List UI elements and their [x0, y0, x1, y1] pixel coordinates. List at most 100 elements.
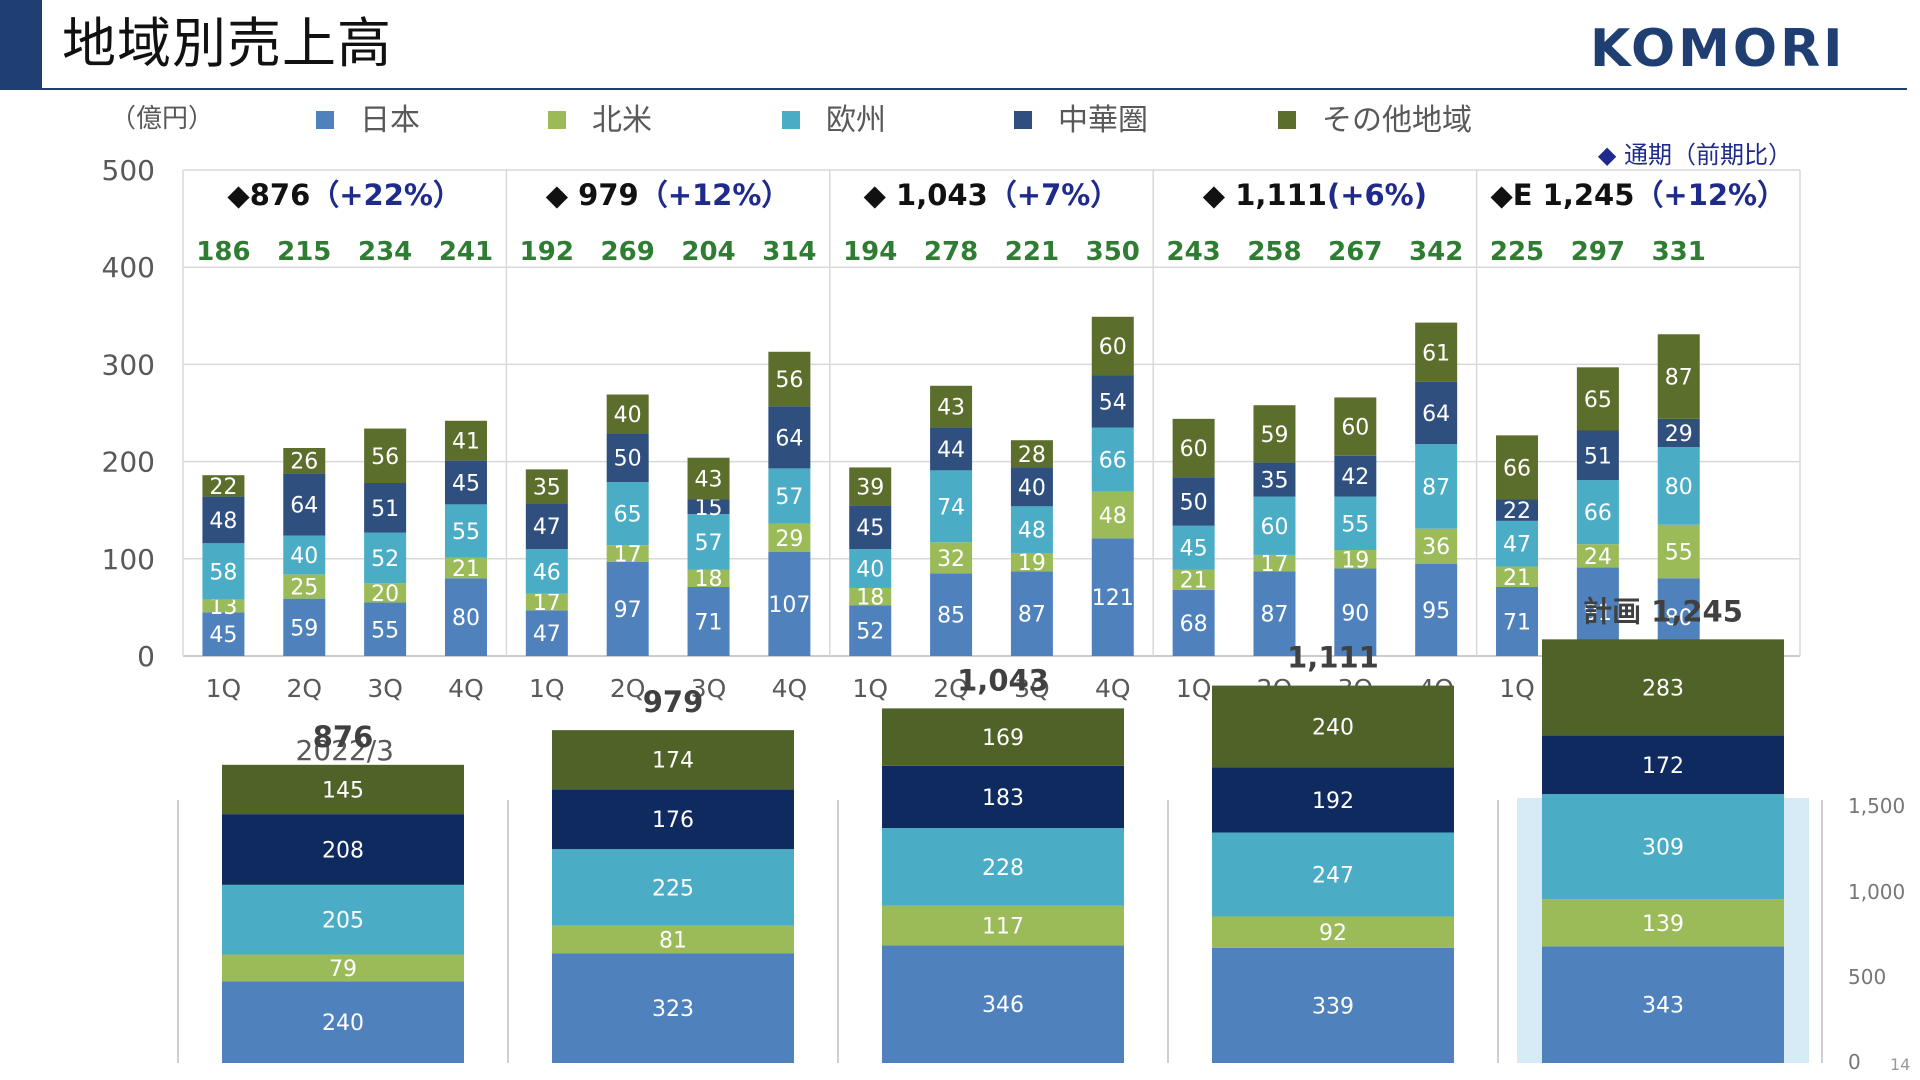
bar-segment	[364, 428, 407, 483]
komori-logo: KOMORI	[1590, 19, 1846, 79]
year-summary: ◆876（+22%）	[227, 178, 462, 212]
annual-tick-label: 1,500	[1848, 794, 1905, 818]
y-tick-label: 500	[102, 154, 155, 187]
annual-bar-segment	[882, 945, 1124, 1063]
annual-total-label: 計画 1,245	[1583, 594, 1743, 628]
segment-label: 47	[1503, 533, 1531, 558]
segment-label: 48	[1099, 504, 1127, 529]
bar-segment	[768, 523, 811, 552]
quarter-total: 204	[681, 237, 735, 267]
quarter-total: 241	[439, 237, 493, 267]
year-summary: ◆ 1,043（+7%）	[864, 178, 1120, 212]
bar-segment	[1172, 477, 1215, 526]
quarter-label: 2Q	[610, 674, 646, 703]
annual-tick-label: 0	[1848, 1050, 1861, 1074]
annual-segment-label: 172	[1642, 754, 1684, 779]
segment-label: 40	[614, 403, 642, 428]
y-tick-label: 0	[137, 640, 155, 673]
annual-bar-segment	[1542, 794, 1784, 900]
segment-label: 64	[775, 426, 803, 451]
legend-label: 日本	[360, 103, 420, 138]
annual-total-label: 1,111	[1287, 641, 1379, 675]
bar-segment	[1496, 435, 1539, 500]
bar-segment	[1415, 563, 1458, 656]
legend-label: その他地域	[1322, 103, 1472, 138]
segment-label: 80	[1665, 475, 1693, 500]
annual-bar-segment	[222, 981, 464, 1063]
bar-segment	[606, 433, 649, 483]
bar-segment	[1415, 322, 1458, 382]
segment-label: 45	[1180, 537, 1208, 562]
annual-segment-label: 283	[1642, 676, 1684, 701]
y-tick-label: 100	[102, 543, 155, 576]
bar-segment	[849, 549, 892, 588]
annual-bar-segment	[1542, 735, 1784, 795]
bar-segment	[1253, 462, 1296, 497]
segment-label: 29	[775, 527, 803, 552]
legend-swatch	[548, 111, 566, 129]
bar-segment	[1576, 544, 1619, 568]
bar-segment	[768, 468, 811, 524]
segment-label: 65	[614, 503, 642, 528]
bar-segment	[687, 586, 730, 656]
segment-label: 95	[1422, 599, 1450, 624]
title-divider	[42, 88, 1907, 90]
segment-label: 42	[1341, 465, 1369, 490]
bar-segment	[1010, 467, 1053, 507]
annual-bar-segment	[1542, 946, 1784, 1063]
quarter-total: 192	[520, 237, 574, 267]
segment-label: 71	[1503, 610, 1531, 635]
bar-segment	[1172, 589, 1215, 656]
legend-swatch	[782, 111, 800, 129]
year-summary-total: ◆ 1,111	[1203, 178, 1327, 212]
annual-bar-segment	[222, 884, 464, 955]
annual-bar-segment	[552, 789, 794, 850]
segment-label: 59	[1260, 423, 1288, 448]
bar-segment	[849, 587, 892, 606]
y-tick-label: 200	[102, 446, 155, 479]
quarter-total: 269	[601, 237, 655, 267]
bar-segment	[1496, 566, 1539, 587]
page-title: 地域別売上高	[62, 12, 392, 75]
annual-segment-label: 346	[982, 993, 1024, 1018]
segment-label: 56	[371, 445, 399, 470]
segment-label: 17	[533, 591, 561, 616]
annual-bar-segment	[552, 730, 794, 790]
annual-total-label: 1,043	[957, 663, 1049, 697]
segment-label: 21	[1503, 566, 1531, 591]
bar-segment	[1253, 405, 1296, 463]
segment-label: 48	[209, 509, 237, 534]
fiscal-note: ◆ 通期（前期比）	[1598, 141, 1792, 169]
bar-segment	[1415, 381, 1458, 445]
quarter-total: 234	[358, 237, 412, 267]
bar-segment	[1253, 496, 1296, 555]
legend-label: 中華圏	[1058, 103, 1148, 138]
bar-segment	[1334, 455, 1377, 497]
annual-bar-segment	[552, 925, 794, 954]
bar-segment	[1091, 491, 1134, 539]
segment-label: 28	[1018, 443, 1046, 468]
title-accent-bar	[0, 0, 42, 90]
year-summary-total: ◆E 1,245	[1490, 178, 1634, 212]
title-bar: 地域別売上高 KOMORI	[0, 0, 1920, 90]
segment-label: 51	[371, 497, 399, 522]
bar-segment	[1496, 499, 1539, 521]
bar-segment	[930, 427, 973, 471]
legend-label: 北米	[592, 103, 652, 138]
segment-label: 68	[1180, 612, 1208, 637]
annual-bar-segment	[882, 708, 1124, 766]
bar-segment	[1010, 571, 1053, 656]
bar-segment	[687, 514, 730, 570]
segment-label: 87	[1665, 366, 1693, 391]
bar-segment	[687, 499, 730, 515]
bar-segment	[283, 473, 326, 536]
segment-label: 19	[1341, 548, 1369, 573]
bar-segment	[1253, 554, 1296, 572]
segment-label: 66	[1503, 456, 1531, 481]
bar-segment	[1091, 316, 1134, 376]
bar-segment	[283, 447, 326, 474]
bar-segment	[1576, 367, 1619, 431]
bar-segment	[1657, 447, 1700, 525]
quarter-total: 215	[277, 237, 331, 267]
bar-segment	[1091, 538, 1134, 656]
